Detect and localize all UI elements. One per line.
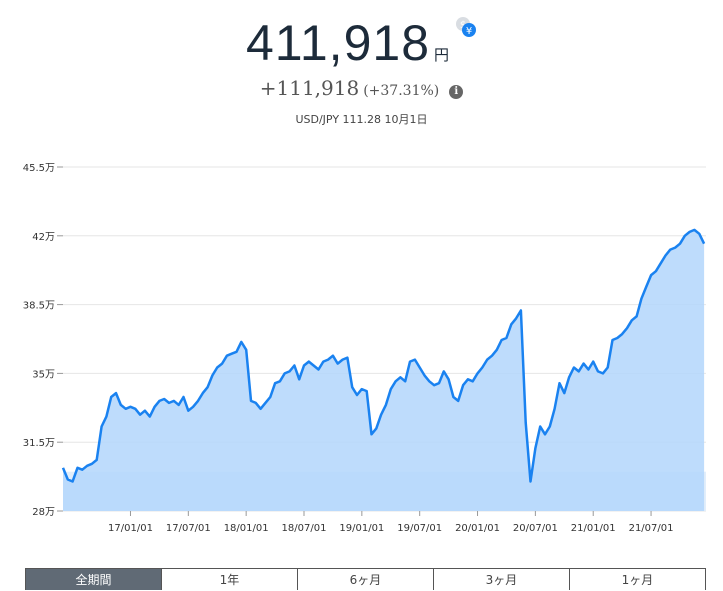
tab-3-months[interactable]: 3ヶ月 [433,569,569,590]
x-tick-label: 21/01/01 [571,523,616,534]
x-tick-label: 18/01/01 [224,523,269,534]
x-tick-label: 19/01/01 [339,523,384,534]
x-tick-label: 18/07/01 [282,523,327,534]
x-tick-label: 20/07/01 [513,523,558,534]
total-value-unit: 円 [434,46,450,64]
y-tick-label: 28万 [32,507,55,518]
y-tick-label: 45.5万 [23,163,55,174]
series-area [63,229,705,511]
change-amount: +111,918 [259,76,360,100]
change-percent: (+37.31%) [363,83,440,99]
series-line [61,228,706,483]
x-tick-label: 17/07/01 [166,523,211,534]
tab-6-months[interactable]: 6ヶ月 [297,569,433,590]
svg-text:¥: ¥ [466,26,472,37]
total-value-number: 411,918 [245,15,430,71]
tab-all-period[interactable]: 全期間 [26,569,161,590]
change-summary: +111,918 (+37.31%) i [0,76,723,100]
svg-text:$: $ [460,20,466,31]
y-tick-label: 42万 [32,232,55,243]
x-tick-label: 21/07/01 [629,523,674,534]
period-tabs: 全期間 1年 6ヶ月 3ヶ月 1ヶ月 [25,568,706,590]
y-axis-ticks: 28万 31.5万 35万 38.5万 42万 45.5万 [23,163,63,518]
tab-1-year[interactable]: 1年 [161,569,297,590]
tab-1-month[interactable]: 1ヶ月 [569,569,705,590]
y-tick-label: 31.5万 [23,438,55,449]
asset-history-chart: 28万 31.5万 35万 38.5万 42万 45.5万 17/01/01 17/07/0… [23,163,706,534]
x-tick-label: 20/01/01 [455,523,500,534]
x-tick-label: 19/07/01 [397,523,442,534]
total-value: 411,918 円 $ ¥ [0,14,723,72]
x-axis-ticks: 17/01/01 17/07/01 18/01/01 18/07/01 19/01/01… [108,511,674,534]
dollar-yen-swap-icon[interactable]: $ ¥ [455,16,477,38]
x-tick-label: 17/01/01 [108,523,153,534]
exchange-rate-note: USD/JPY 111.28 10月1日 [295,113,428,126]
info-icon[interactable]: i [449,85,464,99]
summary-header: 411,918 円 $ ¥ +111,918 (+37.31%) i USD/JPY 11… [0,0,723,140]
y-tick-label: 35万 [32,369,55,380]
y-tick-label: 38.5万 [23,301,55,312]
